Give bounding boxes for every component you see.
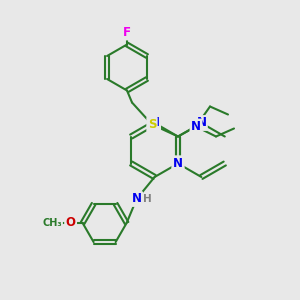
Text: H: H xyxy=(143,194,152,204)
Text: N: N xyxy=(132,193,142,206)
Text: CH₃: CH₃ xyxy=(43,218,62,228)
Text: O: O xyxy=(66,217,76,230)
Text: S: S xyxy=(148,118,156,131)
Text: N: N xyxy=(191,120,201,133)
Text: N: N xyxy=(196,116,206,130)
Text: F: F xyxy=(123,26,131,39)
Text: N: N xyxy=(173,157,183,170)
Text: N: N xyxy=(173,157,183,170)
Text: N: N xyxy=(150,116,160,130)
